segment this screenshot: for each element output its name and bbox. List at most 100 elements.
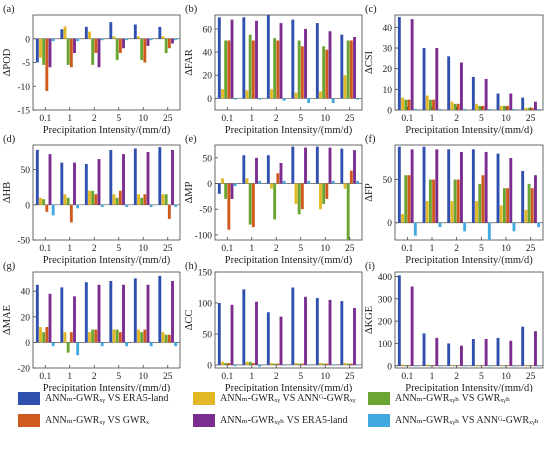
bar [100,38,104,41]
x-axis-label: Precipitation Intensity/(mm/d) [225,255,353,266]
bar [35,149,39,205]
bar [349,170,353,184]
x-tick-label: 5 [479,244,484,254]
bar [471,76,475,110]
plot-frame [394,271,544,369]
bar [432,99,436,110]
bar [140,197,144,205]
bar [410,286,414,366]
bar [343,183,347,189]
bar [227,40,231,99]
x-tick-label: 1 [430,114,435,124]
x-tick-label: 25 [526,114,536,124]
bar [245,90,249,99]
plot-frame [32,144,181,241]
bar [63,194,67,205]
y-tick-label: 0 [387,362,392,372]
bar [475,201,478,223]
bar [410,19,414,111]
bar [521,170,525,223]
legend-item-5: ANNₘ-GWRₓᵧₕ VS ERA5-land [193,414,348,427]
bar [109,149,113,205]
bar [450,101,454,110]
bar [118,332,122,343]
bar [42,332,46,343]
bar [227,363,231,365]
bar [69,204,73,223]
bar [397,17,401,111]
x-axis-label: Precipitation Intensity/(mm/d) [225,125,353,136]
bar [94,194,98,205]
y-tick-label: 40 [203,49,213,59]
panel-label: (d) [3,134,16,145]
bar [109,22,113,39]
x-axis-label: Precipitation Intensity/(mm/d) [43,383,171,392]
bar [158,147,162,205]
bar [463,365,467,367]
bar [294,92,298,99]
bar [270,183,273,189]
legend: ANNₘ-GWRₓᵧ VS ERA5-land ANNₘ-GWRₓᵧ VS AN… [18,392,548,450]
bar [167,38,171,49]
bar [340,34,344,99]
bar [149,342,153,347]
bar [496,153,500,223]
bar [125,342,129,347]
bar [447,343,451,366]
x-tick-label: 1 [67,244,72,254]
bar [48,154,52,205]
bar [527,183,531,223]
bar [270,363,273,365]
bar [315,298,319,365]
y-axis-label: ΔMP [184,181,195,203]
bar [69,38,73,68]
bar [51,204,55,216]
bar [100,342,104,347]
legend-item-1: ANNₘ-GWRₓᵧ VS ERA5-land [18,392,168,405]
bar [242,289,246,365]
bar [346,183,350,240]
y-axis-label: ΔKGE [364,306,375,334]
x-tick-label: 5 [298,372,303,382]
y-axis-label: ΔHB [2,182,13,203]
y-tick-label: -10 [17,83,30,93]
x-tick-label: 10 [501,244,511,254]
bar [537,222,541,228]
x-tick-label: 0.1 [39,114,51,124]
bar [276,173,280,184]
bar [255,20,258,99]
bar [425,95,429,110]
bar [297,183,301,215]
x-tick-label: 2 [274,114,279,124]
bar [279,162,283,184]
bar [171,38,174,44]
bar [45,204,49,212]
bar [325,363,329,365]
bar [149,38,153,41]
plot-frame [394,144,544,241]
panel-label: (g) [3,261,16,272]
bar [297,40,301,99]
bar [478,105,482,110]
bar [242,155,246,184]
bar [73,38,76,53]
bar [270,89,273,99]
legend-item-3: ANNₘ-GWRₓᵧₕ VS GWRₓᵧₕ [368,392,510,405]
bar [438,108,442,110]
bar [125,38,129,41]
bar [248,34,252,99]
bar [221,178,224,184]
x-tick-label: 10 [501,372,511,382]
bar [224,40,228,99]
x-tick-label: 2 [454,244,459,254]
bar [266,155,270,184]
x-tick-label: 0.1 [221,244,233,254]
bar [499,365,503,366]
bar [521,97,525,110]
bar [224,363,228,365]
bar [84,282,88,343]
y-tick-label: 30 [383,45,393,55]
bar [137,194,140,205]
